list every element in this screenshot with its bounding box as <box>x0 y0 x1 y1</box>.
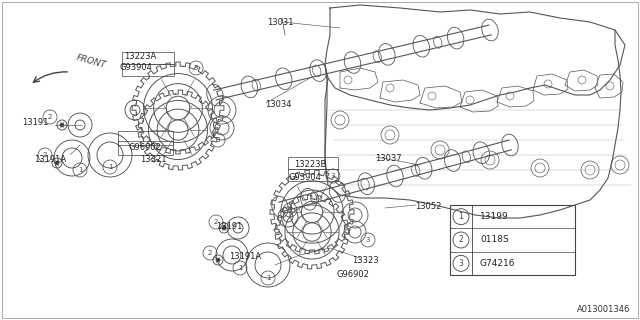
Text: G93904: G93904 <box>289 173 321 182</box>
Text: 2: 2 <box>43 152 47 158</box>
Text: 3: 3 <box>194 65 198 71</box>
Text: 1: 1 <box>108 164 112 170</box>
Text: 1: 1 <box>288 207 292 213</box>
Text: 13191: 13191 <box>216 222 242 231</box>
Text: 13034: 13034 <box>265 100 291 109</box>
Text: 13321: 13321 <box>140 155 166 164</box>
Text: 1: 1 <box>266 275 270 281</box>
Text: 2: 2 <box>214 219 218 225</box>
Text: 3: 3 <box>459 259 463 268</box>
Text: 0118S: 0118S <box>480 236 509 244</box>
Circle shape <box>61 124 63 126</box>
Text: 1: 1 <box>459 212 463 221</box>
Text: 13323: 13323 <box>352 256 378 265</box>
Text: 2: 2 <box>208 250 212 256</box>
Bar <box>450 205 575 275</box>
Bar <box>122 64 174 76</box>
Text: 3: 3 <box>365 237 371 243</box>
Text: G93904: G93904 <box>120 63 152 72</box>
Text: G96902: G96902 <box>129 143 161 152</box>
Text: G96902: G96902 <box>337 270 369 279</box>
Circle shape <box>216 259 220 261</box>
Text: 13191: 13191 <box>22 118 48 127</box>
Text: 13037: 13037 <box>375 154 402 163</box>
Text: 13191A: 13191A <box>34 155 66 164</box>
Text: 3: 3 <box>331 173 335 179</box>
Text: 1: 1 <box>77 167 83 173</box>
Text: 2: 2 <box>48 114 52 120</box>
Text: 13031: 13031 <box>267 18 293 27</box>
Text: 13191A: 13191A <box>229 252 261 261</box>
Bar <box>118 131 173 145</box>
Bar <box>122 52 174 64</box>
Text: 1: 1 <box>237 265 243 271</box>
Text: 13052: 13052 <box>415 202 442 211</box>
Text: FRONT: FRONT <box>75 53 107 70</box>
Bar <box>288 169 338 181</box>
Text: 2: 2 <box>459 236 463 244</box>
Text: A013001346: A013001346 <box>577 305 630 314</box>
Bar <box>288 157 338 169</box>
Circle shape <box>223 227 225 229</box>
Bar <box>118 141 173 155</box>
Text: G74216: G74216 <box>480 259 515 268</box>
Circle shape <box>56 162 58 164</box>
Text: 13223B: 13223B <box>294 160 326 169</box>
Text: 13199: 13199 <box>480 212 509 221</box>
Text: 13223A: 13223A <box>124 52 156 61</box>
Text: 3: 3 <box>216 137 220 143</box>
